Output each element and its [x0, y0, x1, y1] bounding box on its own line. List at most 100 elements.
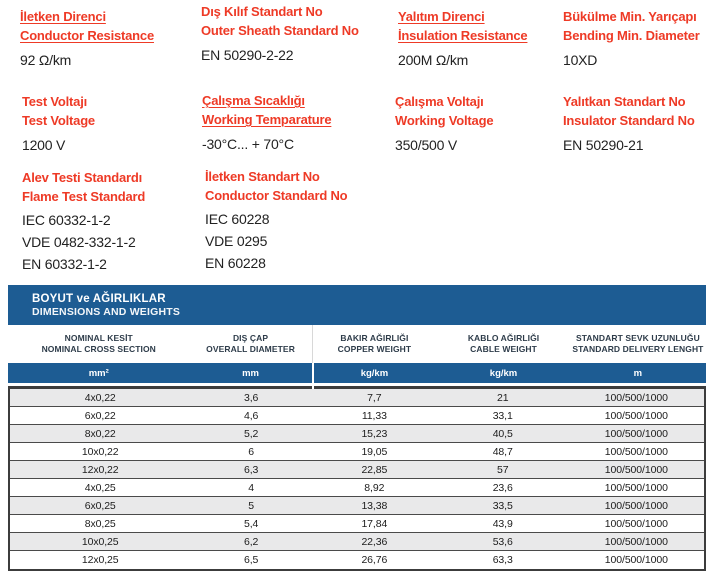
spec-heading: Alev Testi Standardı Flame Test Standard [22, 168, 145, 206]
spec-working-voltage: Çalışma Voltajı Working Voltage 350/500 … [395, 92, 494, 155]
cell-copper-weight: 22,85 [361, 463, 388, 476]
spec-heading-tr: İletken Standart No [205, 169, 320, 184]
column-header-tr: NOMINAL KESİT [64, 333, 133, 343]
table-row: 10x0,25 6,2 22,36 53,6 100/500/1000 [10, 533, 704, 551]
column-header-tr: DIŞ ÇAP [232, 333, 269, 343]
cell-nominal-cross-section: 4x0,25 [84, 481, 116, 494]
spec-heading-en: Conductor Standard No [205, 188, 348, 203]
cell-overall-diameter: 6,2 [244, 535, 259, 548]
cell-copper-weight: 17,84 [361, 517, 388, 530]
unit-m: m [633, 367, 643, 379]
spec-heading: Yalıtım Direnci İnsulation Resistance [398, 7, 528, 45]
cell-nominal-cross-section: 4x0,22 [84, 391, 116, 404]
column-header-en: COPPER WEIGHT [337, 344, 412, 354]
spec-flame-test-standard: Alev Testi Standardı Flame Test Standard… [22, 168, 145, 275]
cell-delivery-length: 100/500/1000 [604, 463, 668, 476]
spec-heading: Dış Kılıf Standart No Outer Sheath Stand… [201, 2, 359, 40]
cell-cable-weight: 40,5 [492, 427, 513, 440]
table-title-en: DIMENSIONS AND WEIGHTS [32, 305, 181, 318]
spec-value: EN 50290-2-22 [201, 47, 294, 63]
spec-heading-en: Insulator Standard No [563, 113, 695, 128]
table-column-headers: NOMINAL KESİT NOMINAL CROSS SECTION DIŞ … [8, 325, 706, 363]
table-row: 6x0,25 5 13,38 33,5 100/500/1000 [10, 497, 704, 515]
spec-heading-tr: Dış Kılıf Standart No [201, 4, 323, 19]
cell-delivery-length: 100/500/1000 [604, 499, 668, 512]
dimensions-weights-table: BOYUT ve AĞIRLIKLAR DIMENSIONS AND WEIGH… [8, 285, 706, 571]
spec-test-voltage: Test Voltajı Test Voltage 1200 V [22, 92, 95, 155]
table-title-tr: BOYUT ve AĞIRLIKLAR [32, 292, 166, 305]
spec-heading-en: Working Temparature [202, 112, 332, 127]
cell-delivery-length: 100/500/1000 [604, 445, 668, 458]
spec-value: 1200 V [22, 137, 66, 153]
spec-heading-tr: Test Voltajı [22, 94, 88, 109]
cell-delivery-length: 100/500/1000 [604, 517, 668, 530]
cell-nominal-cross-section: 10x0,22 [81, 445, 119, 458]
spec-heading: Bükülme Min. Yarıçapı Bending Min. Diame… [563, 7, 700, 45]
column-header-en: NOMINAL CROSS SECTION [41, 344, 156, 354]
column-header-nominal-cross-section: NOMINAL KESİT NOMINAL CROSS SECTION [8, 333, 189, 355]
spec-heading-tr: Çalışma Sıcaklığı [202, 93, 305, 108]
spec-heading-tr: Alev Testi Standardı [22, 170, 143, 185]
cell-copper-weight: 22,36 [361, 535, 388, 548]
spec-heading-tr: İletken Direnci [20, 9, 106, 24]
cell-nominal-cross-section: 6x0,25 [84, 499, 116, 512]
spec-heading-en: Working Voltage [395, 113, 494, 128]
table-units-row: mm² mm kg/km kg/km m [8, 363, 706, 389]
unit-kg-km: kg/km [360, 367, 389, 379]
spec-heading-en: Test Voltage [22, 113, 95, 128]
spec-value: VDE 0482-332-1-2 [22, 234, 136, 250]
spec-value: 350/500 V [395, 137, 458, 153]
spec-working-temperature: Çalışma Sıcaklığı Working Temparature -3… [202, 91, 332, 154]
cell-nominal-cross-section: 12x0,22 [81, 463, 119, 476]
cell-overall-diameter: 3,6 [244, 391, 259, 404]
unit-mm2: mm² [88, 367, 109, 379]
spec-insulator-standard: Yalıtkan Standart No Insulator Standard … [563, 92, 695, 155]
cell-overall-diameter: 6,5 [244, 554, 259, 566]
spec-heading: Çalışma Voltajı Working Voltage [395, 92, 494, 130]
cell-cable-weight: 43,9 [492, 517, 513, 530]
cell-delivery-length: 100/500/1000 [604, 391, 668, 404]
spec-heading-en: Bending Min. Diameter [563, 28, 700, 43]
column-divider-line [311, 325, 313, 363]
cell-overall-diameter: 5,2 [244, 427, 259, 440]
column-header-delivery-length: STANDART SEVK UZUNLUĞU STANDARD DELIVERY… [570, 333, 706, 355]
cell-cable-weight: 33,5 [492, 499, 513, 512]
column-header-tr: STANDART SEVK UZUNLUĞU [575, 333, 700, 343]
cell-nominal-cross-section: 10x0,25 [81, 535, 119, 548]
cell-cable-weight: 48,7 [492, 445, 513, 458]
cell-overall-diameter: 5,4 [244, 517, 259, 530]
spec-conductor-resistance: İletken Direnci Conductor Resistance 92 … [20, 7, 154, 70]
cell-delivery-length: 100/500/1000 [604, 427, 668, 440]
cell-copper-weight: 11,33 [361, 409, 387, 422]
spec-heading-tr: Yalıtım Direnci [398, 9, 485, 24]
spec-heading-en: İnsulation Resistance [398, 28, 528, 43]
cell-nominal-cross-section: 8x0,25 [84, 517, 116, 530]
cell-nominal-cross-section: 6x0,22 [84, 409, 116, 422]
cell-copper-weight: 13,38 [361, 499, 388, 512]
cell-delivery-length: 100/500/1000 [604, 554, 668, 566]
spec-value: 10XD [563, 52, 598, 68]
cell-overall-diameter: 4,6 [244, 409, 259, 422]
table-row: 10x0,22 6 19,05 48,7 100/500/1000 [10, 443, 704, 461]
cell-cable-weight: 33,1 [492, 409, 513, 422]
table-row: 12x0,25 6,5 26,76 63,3 100/500/1000 [10, 551, 704, 569]
table-body: 4x0,22 3,6 7,7 21 100/500/1000 6x0,22 4,… [8, 386, 706, 571]
spec-heading: İletken Direnci Conductor Resistance [20, 7, 154, 45]
spec-heading-en: Outer Sheath Standard No [201, 23, 359, 38]
cell-cable-weight: 63,3 [492, 554, 513, 566]
spec-heading-tr: Çalışma Voltajı [395, 94, 484, 109]
cell-overall-diameter: 6,3 [244, 463, 259, 476]
table-row: 4x0,25 4 8,92 23,6 100/500/1000 [10, 479, 704, 497]
column-divider-line [311, 363, 314, 389]
column-header-en: CABLE WEIGHT [470, 344, 537, 354]
column-header-tr: KABLO AĞIRLIĞI [467, 333, 540, 343]
cell-delivery-length: 100/500/1000 [604, 409, 668, 422]
unit-mm: mm [242, 367, 259, 379]
spec-value: EN 50290-21 [563, 137, 644, 153]
cell-overall-diameter: 6 [248, 445, 255, 458]
cell-delivery-length: 100/500/1000 [604, 535, 668, 548]
spec-outer-sheath-standard: Dış Kılıf Standart No Outer Sheath Stand… [201, 2, 359, 65]
column-header-cable-weight: KABLO AĞIRLIĞI CABLE WEIGHT [437, 333, 570, 355]
spec-heading: Yalıtkan Standart No Insulator Standard … [563, 92, 695, 130]
column-header-en: OVERALL DIAMETER [206, 344, 295, 354]
